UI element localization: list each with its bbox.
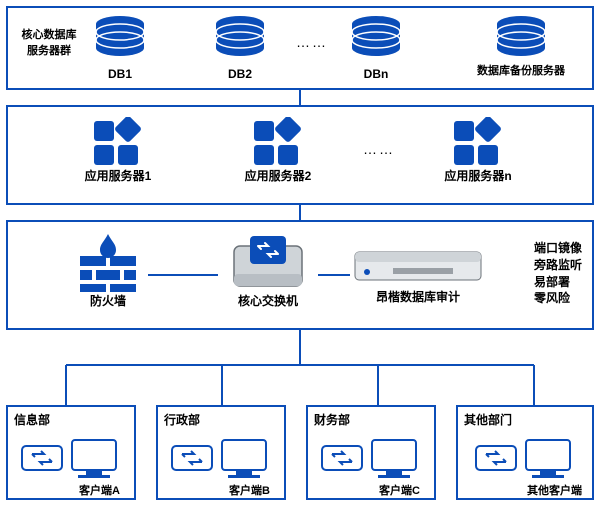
database-icon	[491, 14, 551, 62]
app-server-1: 应用服务器1	[68, 117, 168, 184]
dept-finance: 财务部 客户端C	[306, 405, 436, 500]
conn-fw-sw	[148, 274, 218, 276]
app-server-n: 应用服务器n	[428, 117, 528, 184]
tier-db-servers: 核心数据库 服务器群 DB1 DB2 …… DBn	[6, 6, 594, 90]
database-icon	[346, 14, 406, 62]
app-icon	[450, 117, 506, 167]
firewall: 防火墙	[68, 232, 148, 309]
db-cluster-label: 核心数据库 服务器群	[14, 26, 84, 58]
app-icon	[90, 117, 146, 167]
client-icon	[470, 432, 580, 482]
dept-bus	[6, 345, 594, 405]
db-item-1: DB1	[90, 14, 150, 81]
conn-sw-audit	[318, 274, 350, 276]
dept-other: 其他部门 其他客户端	[456, 405, 594, 500]
core-switch: 核心交换机	[218, 232, 318, 309]
db-item-n: DBn	[346, 14, 406, 81]
tier-app-servers: 应用服务器1 应用服务器2 …… 应用服务器n	[6, 105, 594, 205]
connector-r2-r3	[299, 205, 301, 220]
tier-network: 防火墙 核心交换机 昂楷数据库审计 端口镜像 旁路监听 易部署 零风险	[6, 220, 594, 330]
app-icon	[250, 117, 306, 167]
firewall-icon	[76, 232, 140, 292]
client-icon	[16, 432, 126, 482]
connector-r1-r2	[299, 90, 301, 105]
audit-device-icon	[353, 244, 483, 288]
dept-admin: 行政部 客户端B	[156, 405, 286, 500]
database-icon	[210, 14, 270, 62]
database-icon	[90, 14, 150, 62]
app-server-2: 应用服务器2	[228, 117, 328, 184]
audit-side-notes: 端口镜像 旁路监听 易部署 零风险	[534, 240, 582, 307]
client-icon	[316, 432, 426, 482]
switch-icon	[228, 232, 308, 292]
db-backup: 数据库备份服务器	[466, 14, 576, 78]
ellipsis: ……	[296, 34, 328, 50]
db-audit-device: 昂楷数据库审计	[348, 244, 488, 305]
db-item-2: DB2	[210, 14, 270, 81]
ellipsis: ……	[363, 141, 395, 157]
client-icon	[166, 432, 276, 482]
connector-r3-r4	[299, 330, 301, 345]
dept-info: 信息部 客户端A	[6, 405, 136, 500]
